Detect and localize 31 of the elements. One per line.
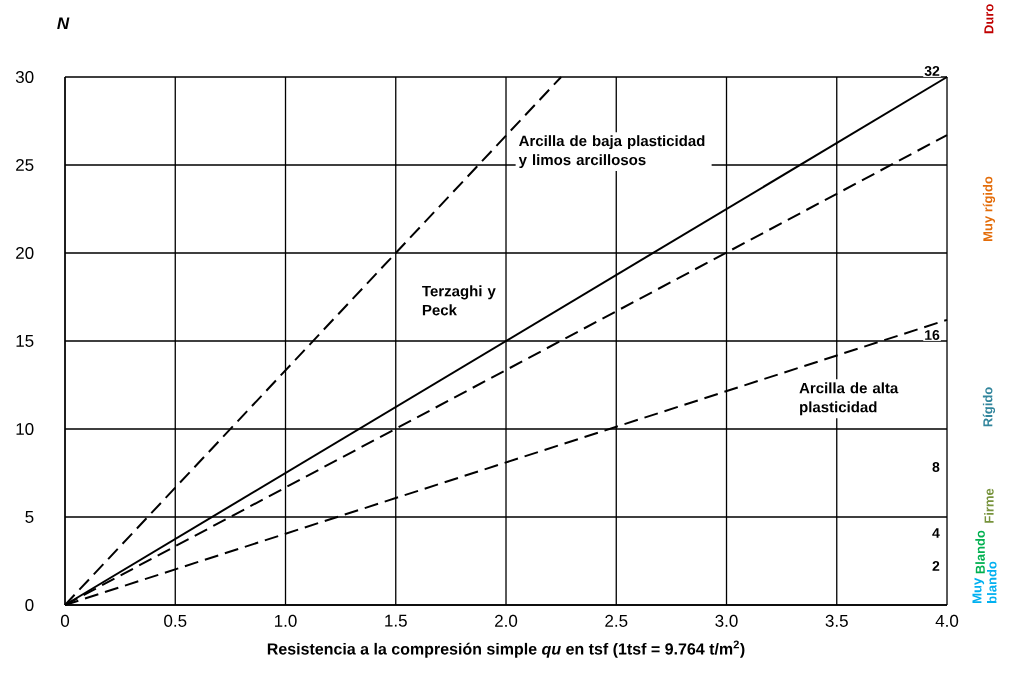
- y-tick-label: 5: [25, 511, 34, 523]
- text: Rígido: [982, 387, 996, 427]
- series-label: Arcilla de alta plasticidad: [799, 382, 899, 416]
- x-tick-label: 4.0: [935, 614, 959, 627]
- series-label: Terzaghi y Peck: [422, 285, 496, 316]
- y-tick-label: 20: [16, 246, 34, 260]
- y2-tick-label: 2: [932, 561, 940, 571]
- y-tick-label: 15: [16, 335, 34, 347]
- x-tick-label: 1.0: [274, 614, 297, 627]
- y-tick-label: 10: [16, 422, 34, 436]
- text: Blando: [975, 530, 985, 574]
- y2-tick-label: 4: [932, 528, 940, 538]
- y-tick-label: 25: [16, 158, 34, 172]
- y-tick-label: 0: [25, 598, 34, 612]
- x-tick-label: 3.0: [715, 614, 738, 627]
- y2-tick-label: 8: [932, 462, 940, 472]
- x-tick-label: 2.0: [495, 614, 518, 627]
- y-tick-label: 30: [15, 70, 34, 84]
- text: Duro: [984, 4, 994, 34]
- x-tick-label: 3.5: [825, 614, 848, 627]
- x-tick-label: 2.5: [605, 614, 628, 627]
- x-axis-title: Resistencia a la compresión simple qu en tsf (1tsf = 9.764 t/m$^{2}$): [267, 640, 745, 658]
- series-label: Arcilla de baja plasticidad y limos arcillosos: [518, 135, 705, 169]
- text: Muy rígido: [982, 176, 996, 241]
- y2-tick-label: 16: [925, 330, 940, 340]
- x-tick-label: 0.5: [164, 614, 187, 627]
- x-tick-label: 0: [60, 614, 70, 627]
- y-axis-title: N: [57, 17, 70, 30]
- text: Firme: [984, 488, 994, 523]
- x-tick-label: 1.5: [385, 614, 407, 627]
- y2-tick-label: 32: [924, 66, 940, 76]
